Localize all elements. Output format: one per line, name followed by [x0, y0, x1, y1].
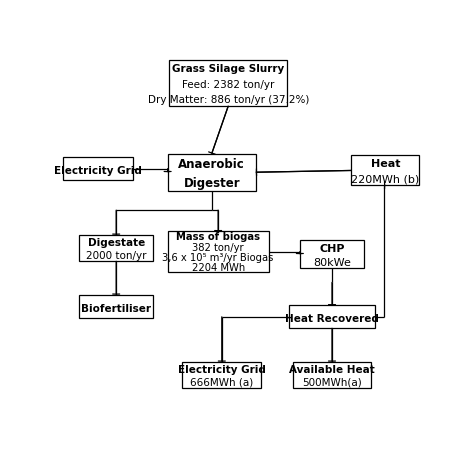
Text: Grass Silage Slurry: Grass Silage Slurry — [172, 65, 284, 74]
FancyBboxPatch shape — [182, 362, 261, 388]
Text: 2000 ton/yr: 2000 ton/yr — [86, 251, 146, 261]
FancyBboxPatch shape — [169, 60, 287, 106]
FancyBboxPatch shape — [300, 240, 364, 268]
Text: Digester: Digester — [183, 177, 240, 190]
Text: 382 ton/yr: 382 ton/yr — [192, 243, 244, 252]
Text: Dry Matter: 886 ton/yr (37.2%): Dry Matter: 886 ton/yr (37.2%) — [147, 95, 309, 105]
Text: 3,6 x 10⁵ m³/yr Biogas: 3,6 x 10⁵ m³/yr Biogas — [163, 253, 274, 262]
FancyBboxPatch shape — [289, 305, 375, 328]
Text: Heat: Heat — [371, 159, 400, 169]
FancyBboxPatch shape — [168, 231, 269, 272]
FancyBboxPatch shape — [63, 157, 133, 180]
Text: 220MWh (b): 220MWh (b) — [351, 174, 419, 185]
Text: Biofertiliser: Biofertiliser — [81, 304, 151, 314]
Text: Heat Recovered: Heat Recovered — [285, 314, 379, 324]
Text: Electricity Grid: Electricity Grid — [54, 166, 142, 176]
Text: Mass of biogas: Mass of biogas — [176, 232, 260, 242]
Text: Available Heat: Available Heat — [289, 365, 375, 375]
FancyBboxPatch shape — [80, 295, 153, 318]
Text: Feed: 2382 ton/yr: Feed: 2382 ton/yr — [182, 80, 274, 90]
Text: 2204 MWh: 2204 MWh — [191, 263, 245, 273]
FancyBboxPatch shape — [80, 235, 153, 261]
Text: Anaerobic: Anaerobic — [178, 158, 245, 171]
Text: 80kWe: 80kWe — [313, 258, 351, 267]
Text: 666MWh (a): 666MWh (a) — [190, 378, 254, 388]
Text: Digestate: Digestate — [88, 238, 145, 248]
FancyBboxPatch shape — [351, 155, 419, 185]
Text: Electricity Grid: Electricity Grid — [178, 365, 266, 375]
FancyBboxPatch shape — [168, 154, 256, 191]
Text: CHP: CHP — [319, 244, 345, 254]
FancyBboxPatch shape — [292, 362, 372, 388]
Text: 500MWh(a): 500MWh(a) — [302, 378, 362, 388]
